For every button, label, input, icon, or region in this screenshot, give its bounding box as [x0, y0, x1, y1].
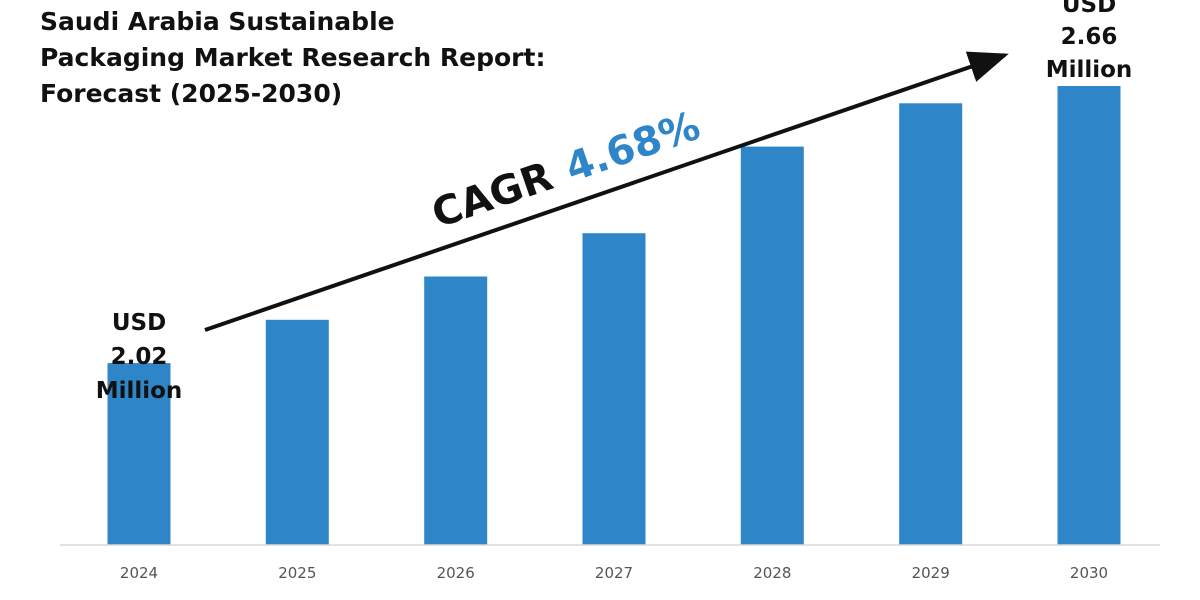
- x-tick-label-2030: 2030: [1070, 564, 1108, 582]
- bar-2028: [740, 146, 804, 545]
- start-label-line-3: Million: [96, 378, 183, 404]
- bar-2024: [107, 363, 171, 545]
- start-label-line-2: 2.02: [111, 344, 168, 370]
- end-label-line-3: Million: [1046, 57, 1133, 83]
- start-label-line-1: USD: [112, 310, 166, 336]
- bar-series: [107, 86, 1121, 546]
- x-tick-label-2029: 2029: [912, 564, 950, 582]
- bar-2029: [899, 103, 963, 546]
- bar-2025: [265, 319, 329, 545]
- x-tick-label-2028: 2028: [753, 564, 791, 582]
- bar-2026: [424, 276, 488, 545]
- bar-2030: [1057, 86, 1121, 545]
- title-line-2: Packaging Market Research Report:: [40, 43, 546, 72]
- x-tick-label-2026: 2026: [437, 564, 475, 582]
- x-tick-labels: 2024 2025 2026 2027 2028 2029 2030: [120, 564, 1108, 582]
- cagr-value: 4.68%: [560, 103, 706, 192]
- x-tick-label-2027: 2027: [595, 564, 633, 582]
- title-line-3: Forecast (2025-2030): [40, 79, 343, 108]
- x-tick-label-2025: 2025: [278, 564, 316, 582]
- bar-2027: [582, 233, 646, 545]
- end-label-line-1: USD: [1062, 0, 1116, 18]
- cagr-trend-arrow: [204, 51, 1009, 332]
- title-line-1: Saudi Arabia Sustainable: [40, 7, 395, 36]
- x-tick-label-2024: 2024: [120, 564, 158, 582]
- cagr-prefix: CAGR: [426, 154, 558, 238]
- chart-title: Saudi Arabia Sustainable Packaging Marke…: [40, 4, 600, 112]
- end-label-line-2: 2.66: [1061, 24, 1118, 50]
